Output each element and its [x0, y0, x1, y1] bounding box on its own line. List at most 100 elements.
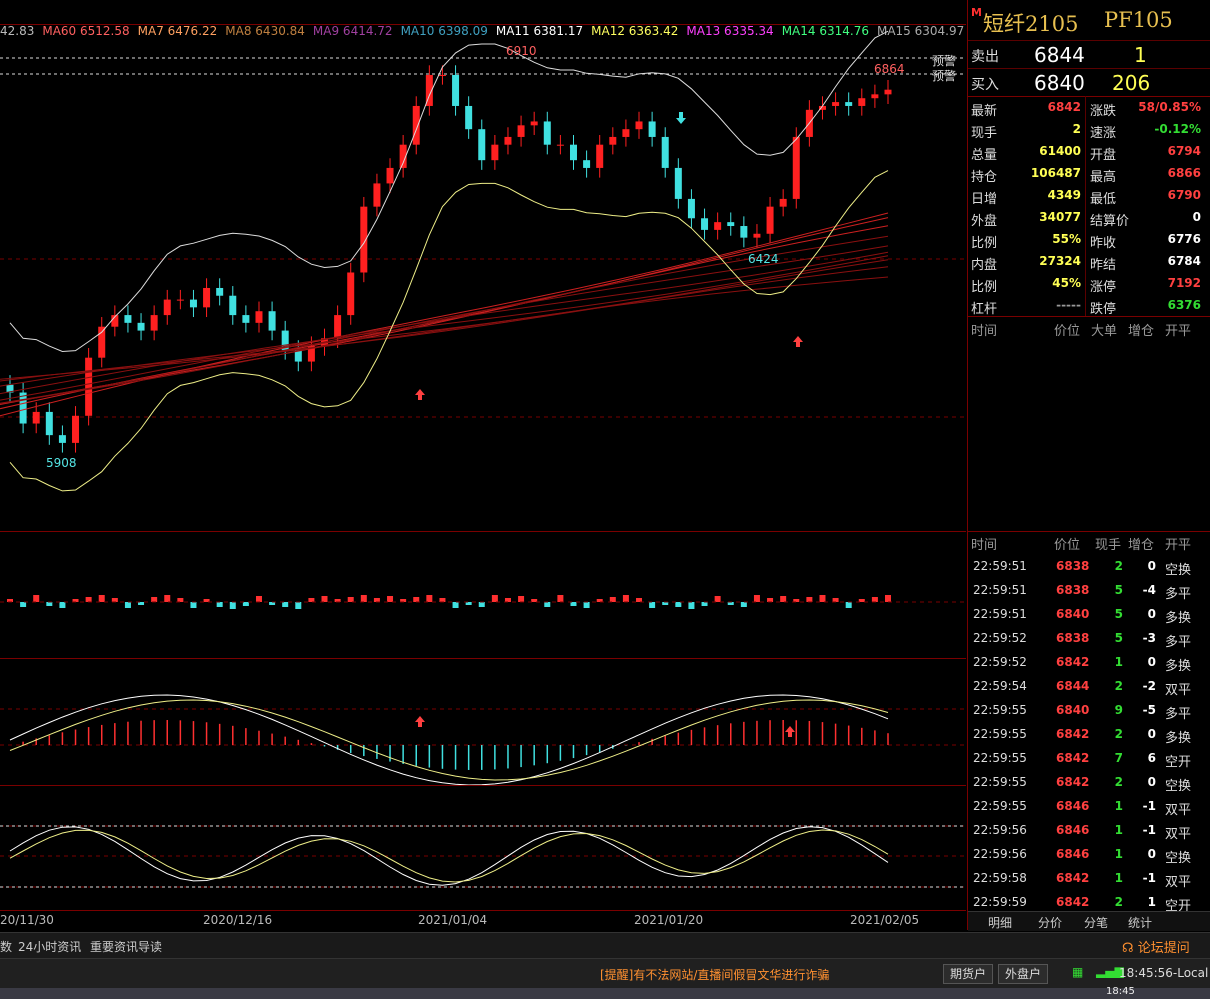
tick-type: 双平: [1165, 803, 1192, 818]
signal-icon: ▂▄▆: [1096, 964, 1124, 978]
foreign-account-button[interactable]: 外盘户: [998, 964, 1049, 984]
volume-bar: [360, 595, 367, 602]
tick-time: 22:59:54: [973, 679, 1027, 693]
tab-detail[interactable]: 明细: [988, 916, 1013, 930]
volume-bar: [871, 597, 878, 602]
fraud-alert[interactable]: [提醒]有不法网站/直播间假冒文华进行诈骗: [600, 968, 830, 982]
volume-bar: [190, 602, 197, 608]
alert-line-label-2[interactable]: 预警: [932, 69, 957, 83]
stat-row: 总量 61400 开盘 6794: [968, 142, 1210, 164]
tick-row[interactable]: 22:59:55 6840 9 -5 多平: [968, 700, 1210, 724]
grid-icon[interactable]: ▦: [1072, 965, 1084, 979]
tick-header: 时间 价位 现手 增仓 开平: [968, 534, 1210, 556]
tick-row[interactable]: 22:59:51 6838 2 0 空换: [968, 556, 1210, 580]
up-arrow-icon: [785, 726, 795, 737]
candle: [687, 198, 695, 219]
tab-price-split[interactable]: 分价: [1038, 916, 1063, 930]
forum-link[interactable]: ☊ 论坛提问: [1122, 941, 1190, 956]
kline-chart[interactable]: 42.83 MA60 6512.58 MA7 6476.22 MA8 6430.84 M…: [0, 0, 966, 930]
ma-legend-item: MA10 6398.09: [400, 24, 488, 38]
contract-title[interactable]: M 短纤2105 PF105: [968, 6, 1210, 40]
candle: [150, 315, 158, 331]
stat-row: 内盘 27324 昨结 6784: [968, 252, 1210, 274]
candle: [569, 144, 577, 161]
tick-row[interactable]: 22:59:51 6838 5 -4 多平: [968, 580, 1210, 604]
tick-row[interactable]: 22:59:55 6842 2 0 多换: [968, 724, 1210, 748]
tick-type: 双平: [1165, 683, 1192, 698]
bollinger-band: [9, 170, 889, 492]
candle: [884, 89, 892, 95]
bid-row[interactable]: 买入 6840 206: [968, 68, 1210, 97]
date-tick: 2021/01/20: [634, 913, 704, 927]
tick-oi-change: -1: [1142, 823, 1156, 837]
column-header: 价位: [1054, 324, 1081, 339]
tick-row[interactable]: 22:59:59 6842 2 1 空开: [968, 892, 1210, 916]
tick-type: 空开: [1165, 899, 1192, 914]
tick-row[interactable]: 22:59:51 6840 5 0 多换: [968, 604, 1210, 628]
tab-stats[interactable]: 统计: [1128, 916, 1153, 930]
stat-row: 杠杆 ----- 跌停 6376: [968, 296, 1210, 318]
candle: [124, 315, 132, 323]
tab-tick[interactable]: 分笔: [1084, 916, 1109, 930]
date-tick: 20/11/30: [0, 913, 54, 927]
tick-qty: 1: [1114, 823, 1123, 837]
candle: [216, 287, 224, 296]
candle: [255, 311, 263, 323]
tick-row[interactable]: 22:59:55 6842 2 0 空换: [968, 772, 1210, 796]
contract-name: 短纤2105: [983, 12, 1079, 36]
tick-row[interactable]: 22:59:56 6846 1 0 空换: [968, 844, 1210, 868]
news-important-link[interactable]: 重要资讯导读: [90, 940, 163, 954]
tick-price: 6842: [1056, 871, 1090, 885]
tick-time: 22:59:52: [973, 655, 1027, 669]
candle: [189, 299, 197, 308]
bid-qty: 206: [1112, 71, 1151, 95]
candle: [203, 287, 211, 308]
tick-type: 多平: [1165, 707, 1192, 722]
candle: [58, 435, 66, 443]
tick-row[interactable]: 22:59:58 6842 1 -1 双平: [968, 868, 1210, 892]
volume-bar: [164, 595, 171, 602]
candle: [779, 198, 787, 207]
volume-pane-border: [0, 531, 966, 532]
ask-row[interactable]: 卖出 6844 1: [968, 40, 1210, 69]
taskbar-clock: 18:45: [1106, 986, 1135, 997]
tick-time: 22:59:55: [973, 727, 1027, 741]
futures-account-button[interactable]: 期货户: [943, 964, 994, 984]
tick-qty: 2: [1114, 895, 1123, 909]
ask-qty: 1: [1134, 43, 1147, 67]
tick-price: 6838: [1056, 583, 1090, 597]
tick-row[interactable]: 22:59:55 6842 7 6 空开: [968, 748, 1210, 772]
tick-row[interactable]: 22:59:55 6846 1 -1 双平: [968, 796, 1210, 820]
tick-row[interactable]: 22:59:56 6846 1 -1 双平: [968, 820, 1210, 844]
alert-line-label-1[interactable]: 预警: [932, 54, 957, 68]
stat-label: 比例: [971, 236, 998, 251]
news-24h-link[interactable]: 24小时资讯: [18, 940, 82, 954]
tick-row[interactable]: 22:59:54 6844 2 -2 双平: [968, 676, 1210, 700]
ma-legend-item: MA60 6512.58: [42, 24, 130, 38]
candle: [307, 346, 315, 362]
tick-qty: 2: [1114, 559, 1123, 573]
tick-oi-change: -4: [1142, 583, 1156, 597]
tick-row[interactable]: 22:59:52 6838 5 -3 多平: [968, 628, 1210, 652]
tick-price: 6842: [1056, 895, 1090, 909]
ma-legend-item: MA13 6335.34: [686, 24, 774, 38]
stat-label: 日增: [971, 192, 998, 207]
stat-value: -----: [1056, 298, 1081, 312]
news-item[interactable]: 数: [0, 940, 13, 954]
tick-qty: 2: [1114, 727, 1123, 741]
price-chart-canvas[interactable]: [0, 0, 966, 930]
volume-bar: [229, 602, 236, 609]
candle: [163, 299, 171, 316]
tick-time: 22:59:51: [973, 559, 1027, 573]
stat-label: 昨收: [1090, 236, 1117, 251]
kdj-k-line: [9, 826, 889, 886]
volume-bar: [151, 597, 158, 602]
tick-price: 6838: [1056, 559, 1090, 573]
tick-type: 多换: [1165, 611, 1192, 626]
volume-bar: [373, 598, 380, 602]
candle: [792, 136, 800, 199]
tick-price: 6842: [1056, 727, 1090, 741]
stat-value: 4349: [1047, 188, 1081, 202]
tick-row[interactable]: 22:59:52 6842 1 0 多换: [968, 652, 1210, 676]
volume-bar: [504, 598, 511, 602]
